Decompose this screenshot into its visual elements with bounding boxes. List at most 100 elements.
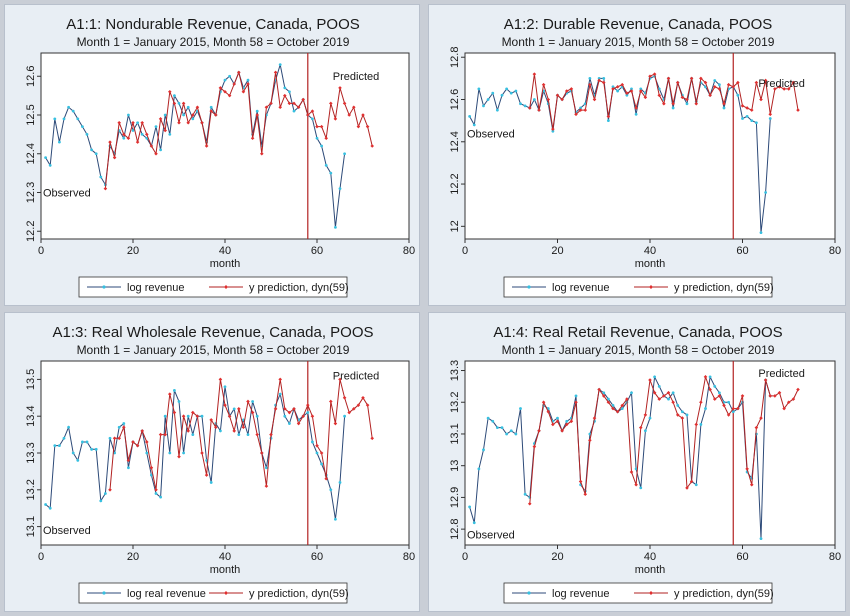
data-point	[319, 124, 324, 129]
data-point	[759, 537, 763, 541]
annotation-observed: Observed	[467, 530, 515, 542]
data-point	[352, 105, 356, 110]
chart-title: A1:4: Real Retail Revenue, Canada, POOS	[493, 324, 782, 341]
data-point	[283, 93, 287, 98]
series-line-1	[469, 375, 771, 539]
x-axis-label: month	[635, 564, 666, 576]
data-point	[324, 476, 328, 481]
data-point	[611, 404, 615, 407]
legend-label-1: log revenue	[127, 282, 185, 294]
data-point	[288, 422, 291, 425]
x-tick-label: 20	[551, 245, 563, 257]
data-point	[324, 136, 328, 141]
data-point	[717, 391, 721, 395]
data-point	[255, 109, 259, 113]
legend-marker-1	[527, 591, 531, 595]
chart-title: A1:1: Nondurable Revenue, Canada, POOS	[66, 16, 360, 33]
chart-4: A1:4: Real Retail Revenue, Canada, POOS M…	[449, 324, 841, 604]
data-point	[689, 479, 694, 484]
chart-subtitle: Month 1 = January 2015, Month 58 = Octob…	[502, 35, 775, 49]
y-tick-label: 12.8	[449, 518, 461, 539]
data-point	[108, 488, 112, 492]
data-point	[48, 506, 52, 510]
data-point	[149, 144, 154, 148]
y-tick-label: 12.2	[25, 221, 37, 242]
data-point	[177, 101, 181, 105]
y-tick-label: 13.3	[25, 442, 37, 463]
data-point	[749, 482, 754, 487]
data-point	[574, 394, 578, 398]
data-point	[657, 384, 661, 388]
data-point	[347, 113, 351, 117]
data-point	[699, 423, 703, 426]
data-point	[48, 163, 52, 167]
data-point	[223, 403, 227, 407]
x-axis-label: month	[210, 258, 241, 270]
data-point	[329, 101, 333, 106]
data-point	[186, 105, 190, 109]
data-point	[209, 109, 213, 113]
data-point	[140, 429, 144, 433]
data-point	[85, 440, 89, 444]
data-point	[514, 89, 518, 93]
data-point	[333, 421, 338, 426]
data-point	[764, 191, 768, 194]
data-point	[283, 407, 287, 411]
data-point	[671, 106, 675, 110]
data-point	[269, 101, 273, 106]
x-tick-label: 40	[219, 551, 231, 563]
data-point	[606, 119, 610, 123]
data-point	[81, 125, 84, 129]
data-point	[246, 433, 250, 436]
legend-marker-1	[102, 591, 106, 595]
chart-title: A1:3: Real Wholesale Revenue, Canada, PO…	[52, 324, 373, 341]
data-point	[237, 70, 241, 75]
data-point	[127, 113, 130, 117]
data-point	[186, 429, 190, 433]
data-point	[255, 414, 259, 418]
data-point	[232, 429, 236, 433]
data-point	[287, 101, 292, 106]
data-point	[228, 74, 232, 78]
data-point	[278, 105, 282, 110]
data-point	[219, 429, 222, 433]
data-point	[685, 102, 689, 106]
data-point	[135, 140, 140, 144]
data-point	[159, 148, 163, 152]
data-point	[145, 132, 149, 137]
legend-marker-2	[224, 591, 228, 595]
data-point	[361, 113, 365, 117]
data-point	[168, 392, 172, 396]
plot-area	[40, 360, 410, 546]
data-point	[532, 98, 536, 101]
data-point	[556, 416, 559, 420]
data-point	[223, 78, 227, 82]
data-point	[634, 112, 638, 116]
data-point	[768, 117, 772, 120]
x-tick-label: 80	[403, 551, 415, 563]
data-point	[122, 132, 126, 137]
data-point	[722, 106, 726, 110]
data-point	[754, 121, 758, 125]
data-point	[127, 466, 130, 470]
data-point	[509, 429, 513, 433]
data-point	[482, 448, 485, 452]
x-tick-label: 80	[829, 245, 841, 257]
data-point	[343, 152, 346, 156]
y-tick-label: 12.4	[449, 131, 461, 152]
chart-subtitle: Month 1 = January 2015, Month 58 = Octob…	[502, 343, 775, 357]
data-point	[606, 397, 610, 401]
x-tick-label: 80	[829, 551, 841, 563]
data-point	[264, 484, 269, 488]
data-point	[680, 410, 684, 414]
y-tick-label: 12.2	[449, 173, 461, 194]
data-point	[182, 113, 186, 117]
data-point	[320, 144, 323, 148]
data-point	[108, 436, 112, 440]
data-point	[241, 89, 246, 94]
data-point	[200, 414, 204, 418]
data-point	[519, 407, 522, 410]
data-point	[616, 89, 620, 93]
data-point	[296, 421, 301, 426]
data-point	[200, 120, 204, 125]
